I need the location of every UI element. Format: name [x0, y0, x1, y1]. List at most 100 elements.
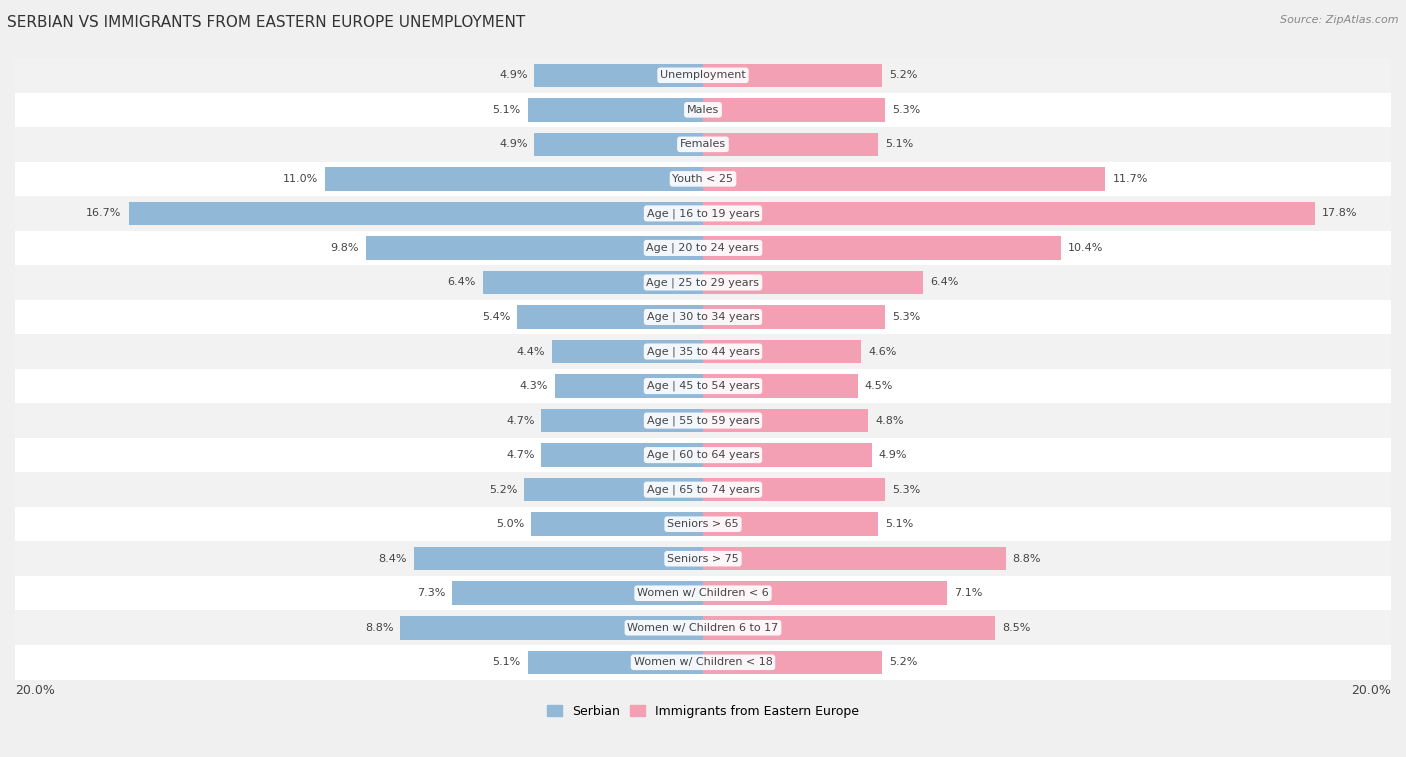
- Bar: [325, 167, 703, 191]
- Bar: [15, 335, 1391, 369]
- Text: 4.9%: 4.9%: [499, 70, 527, 80]
- Bar: [15, 369, 1391, 403]
- Text: 8.8%: 8.8%: [366, 623, 394, 633]
- Text: 5.1%: 5.1%: [886, 519, 914, 529]
- Text: 7.1%: 7.1%: [955, 588, 983, 598]
- Bar: [15, 231, 1391, 265]
- Text: 17.8%: 17.8%: [1322, 208, 1358, 219]
- Text: SERBIAN VS IMMIGRANTS FROM EASTERN EUROPE UNEMPLOYMENT: SERBIAN VS IMMIGRANTS FROM EASTERN EUROP…: [7, 15, 526, 30]
- Text: 5.2%: 5.2%: [889, 657, 917, 667]
- Bar: [15, 127, 1391, 161]
- Bar: [703, 478, 886, 501]
- Text: Age | 55 to 59 years: Age | 55 to 59 years: [647, 416, 759, 426]
- Bar: [15, 403, 1391, 438]
- Text: Males: Males: [688, 104, 718, 115]
- Bar: [541, 409, 703, 432]
- Text: Age | 60 to 64 years: Age | 60 to 64 years: [647, 450, 759, 460]
- Text: 6.4%: 6.4%: [929, 278, 959, 288]
- Text: 5.2%: 5.2%: [889, 70, 917, 80]
- Text: 20.0%: 20.0%: [1351, 684, 1391, 696]
- Text: Youth < 25: Youth < 25: [672, 174, 734, 184]
- Bar: [15, 645, 1391, 680]
- Bar: [524, 478, 703, 501]
- Bar: [451, 581, 703, 605]
- Bar: [517, 305, 703, 329]
- Text: 7.3%: 7.3%: [416, 588, 446, 598]
- Text: 4.4%: 4.4%: [516, 347, 544, 357]
- Text: Women w/ Children < 6: Women w/ Children < 6: [637, 588, 769, 598]
- Bar: [15, 92, 1391, 127]
- Text: Seniors > 75: Seniors > 75: [666, 553, 740, 564]
- Text: 8.5%: 8.5%: [1002, 623, 1031, 633]
- Text: Females: Females: [681, 139, 725, 149]
- Bar: [703, 547, 1005, 571]
- Bar: [15, 438, 1391, 472]
- Bar: [482, 271, 703, 294]
- Text: 4.9%: 4.9%: [499, 139, 527, 149]
- Text: Age | 65 to 74 years: Age | 65 to 74 years: [647, 484, 759, 495]
- Bar: [531, 512, 703, 536]
- Bar: [15, 610, 1391, 645]
- Text: Women w/ Children 6 to 17: Women w/ Children 6 to 17: [627, 623, 779, 633]
- Text: 5.3%: 5.3%: [893, 104, 921, 115]
- Text: 11.7%: 11.7%: [1112, 174, 1147, 184]
- Bar: [551, 340, 703, 363]
- Bar: [703, 167, 1105, 191]
- Bar: [703, 98, 886, 122]
- Text: 11.0%: 11.0%: [283, 174, 318, 184]
- Text: Age | 30 to 34 years: Age | 30 to 34 years: [647, 312, 759, 322]
- Bar: [128, 201, 703, 225]
- Bar: [703, 581, 948, 605]
- Bar: [703, 409, 868, 432]
- Text: 20.0%: 20.0%: [15, 684, 55, 696]
- Bar: [15, 541, 1391, 576]
- Bar: [703, 444, 872, 467]
- Text: 10.4%: 10.4%: [1067, 243, 1104, 253]
- Bar: [703, 374, 858, 397]
- Text: 4.5%: 4.5%: [865, 381, 893, 391]
- Text: 5.1%: 5.1%: [492, 104, 520, 115]
- Bar: [703, 305, 886, 329]
- Text: Seniors > 65: Seniors > 65: [668, 519, 738, 529]
- Text: 4.7%: 4.7%: [506, 450, 534, 460]
- Text: 5.0%: 5.0%: [496, 519, 524, 529]
- Bar: [15, 196, 1391, 231]
- Bar: [401, 616, 703, 640]
- Bar: [527, 98, 703, 122]
- Text: 5.1%: 5.1%: [886, 139, 914, 149]
- Text: 8.4%: 8.4%: [378, 553, 408, 564]
- Legend: Serbian, Immigrants from Eastern Europe: Serbian, Immigrants from Eastern Europe: [543, 699, 863, 723]
- Bar: [555, 374, 703, 397]
- Bar: [534, 64, 703, 87]
- Text: 5.1%: 5.1%: [492, 657, 520, 667]
- Bar: [15, 507, 1391, 541]
- Bar: [703, 132, 879, 156]
- Bar: [15, 58, 1391, 92]
- Text: Age | 45 to 54 years: Age | 45 to 54 years: [647, 381, 759, 391]
- Text: Age | 20 to 24 years: Age | 20 to 24 years: [647, 243, 759, 253]
- Bar: [703, 236, 1060, 260]
- Text: 6.4%: 6.4%: [447, 278, 477, 288]
- Text: 4.8%: 4.8%: [875, 416, 904, 425]
- Bar: [15, 576, 1391, 610]
- Text: 16.7%: 16.7%: [86, 208, 122, 219]
- Text: Age | 35 to 44 years: Age | 35 to 44 years: [647, 346, 759, 357]
- Text: Age | 16 to 19 years: Age | 16 to 19 years: [647, 208, 759, 219]
- Text: 8.8%: 8.8%: [1012, 553, 1040, 564]
- Bar: [527, 650, 703, 674]
- Text: 5.2%: 5.2%: [489, 484, 517, 494]
- Bar: [15, 300, 1391, 335]
- Text: Age | 25 to 29 years: Age | 25 to 29 years: [647, 277, 759, 288]
- Bar: [703, 616, 995, 640]
- Bar: [366, 236, 703, 260]
- Text: Unemployment: Unemployment: [661, 70, 745, 80]
- Bar: [703, 650, 882, 674]
- Text: 4.3%: 4.3%: [520, 381, 548, 391]
- Text: Source: ZipAtlas.com: Source: ZipAtlas.com: [1281, 15, 1399, 25]
- Bar: [703, 512, 879, 536]
- Bar: [703, 201, 1316, 225]
- Bar: [541, 444, 703, 467]
- Bar: [703, 340, 862, 363]
- Text: 5.4%: 5.4%: [482, 312, 510, 322]
- Bar: [534, 132, 703, 156]
